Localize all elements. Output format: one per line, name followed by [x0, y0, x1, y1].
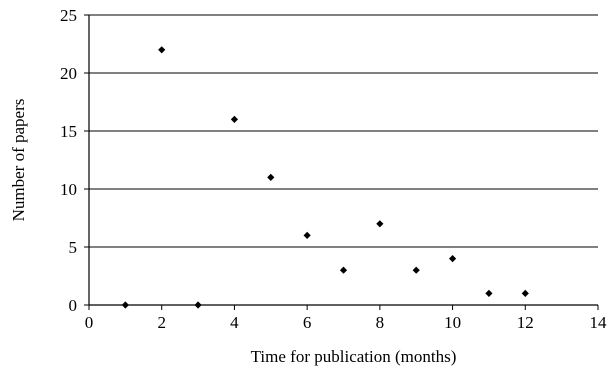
y-tick-label: 15	[60, 122, 77, 141]
y-axis-ticks: 0 5 10 15 20 25	[60, 6, 89, 315]
data-point	[230, 115, 239, 123]
x-tick-label: 2	[157, 313, 166, 332]
data-point	[194, 301, 202, 309]
data-point	[267, 173, 275, 181]
x-tick-label: 6	[303, 313, 312, 332]
data-point	[303, 231, 311, 239]
grid-lines	[89, 14, 598, 248]
data-point	[158, 46, 166, 54]
x-tick-label: 12	[517, 313, 534, 332]
y-axis-title: Number of papers	[9, 99, 28, 222]
x-tick-label: 0	[85, 313, 94, 332]
data-point	[412, 266, 420, 274]
data-point	[448, 255, 457, 263]
data-point	[521, 289, 529, 297]
x-tick-label: 4	[230, 313, 239, 332]
x-axis-title: Time for publication (months)	[251, 347, 457, 366]
data-point	[121, 301, 129, 309]
y-tick-label: 20	[60, 64, 77, 83]
data-point	[485, 289, 493, 297]
x-tick-label: 10	[444, 313, 461, 332]
data-point	[339, 266, 348, 274]
data-point	[376, 220, 384, 228]
x-tick-label: 14	[590, 313, 608, 332]
data-points	[121, 46, 529, 309]
y-tick-label: 0	[69, 296, 78, 315]
x-tick-label: 8	[376, 313, 385, 332]
y-tick-label: 25	[60, 6, 77, 25]
x-axis-ticks: 0 2 4 6 8 10 12 14	[85, 305, 607, 332]
y-tick-label: 10	[60, 180, 77, 199]
axes	[88, 15, 598, 306]
y-tick-label: 5	[69, 238, 78, 257]
